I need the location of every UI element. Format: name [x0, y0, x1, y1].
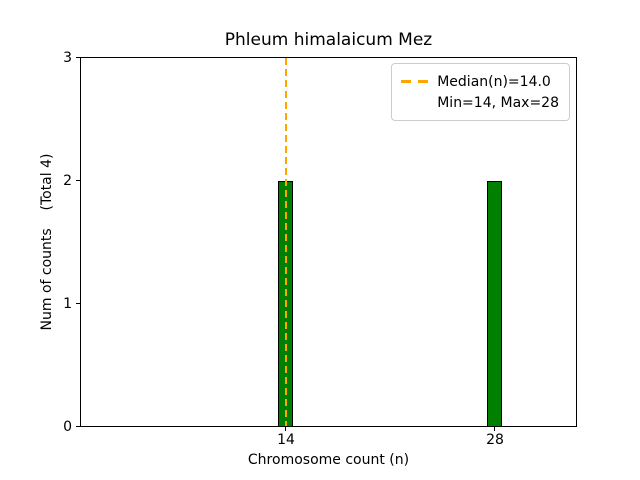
- legend-label-median: Median(n)=14.0: [437, 73, 551, 90]
- chart-title: Phleum himalaicum Mez: [224, 30, 433, 50]
- plot-area: Median(n)=14.0 Min=14, Max=28: [80, 57, 577, 427]
- legend-row-median: Median(n)=14.0: [401, 71, 559, 92]
- ytick-label-2: 2: [63, 173, 72, 189]
- xtick-mark-28: [494, 427, 495, 431]
- ytick-label-0: 0: [63, 419, 72, 435]
- ytick-mark-1: [76, 303, 80, 304]
- ytick-mark-3: [76, 57, 80, 58]
- ytick-label-1: 1: [63, 296, 72, 312]
- xtick-mark-14: [285, 427, 286, 431]
- bar-28: [487, 180, 502, 426]
- legend-swatch-empty: [401, 101, 428, 104]
- xtick-label-28: 28: [486, 432, 504, 448]
- ytick-mark-0: [76, 426, 80, 427]
- ytick-label-3: 3: [63, 50, 72, 66]
- median-line-swatch: [401, 80, 429, 83]
- legend-row-minmax: Min=14, Max=28: [401, 92, 559, 113]
- ytick-mark-2: [76, 180, 80, 181]
- median-dashed-line: [285, 58, 287, 426]
- x-axis-label: Chromosome count (n): [247, 452, 410, 468]
- xtick-label-14: 14: [277, 432, 295, 448]
- y-axis-label: Num of counts (Total 4): [39, 153, 55, 331]
- legend: Median(n)=14.0 Min=14, Max=28: [391, 63, 570, 121]
- legend-label-minmax: Min=14, Max=28: [437, 94, 559, 111]
